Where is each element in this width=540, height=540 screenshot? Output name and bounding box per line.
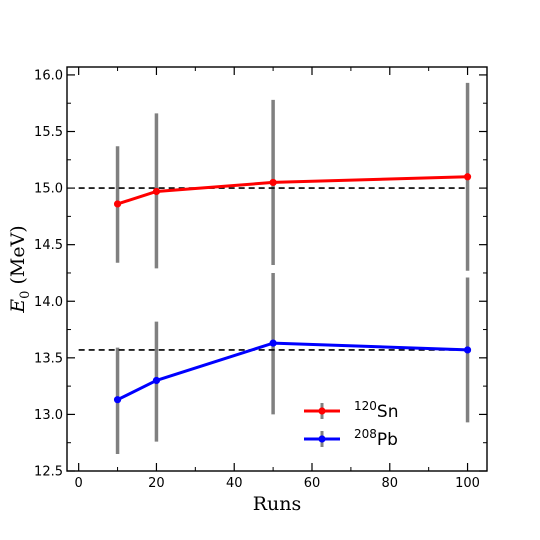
plot-frame bbox=[66, 66, 488, 472]
y-axis-label-unit: (MeV) bbox=[7, 225, 29, 290]
data-point bbox=[463, 346, 472, 354]
y-tick-label: 15.5 bbox=[34, 125, 63, 140]
legend-label: 208Pb bbox=[354, 427, 398, 450]
data-point bbox=[269, 178, 277, 187]
x-tick-label: 80 bbox=[382, 476, 399, 491]
y-tick-label: 13.5 bbox=[34, 351, 63, 366]
y-ticks: 12.5 13.0 13.5 14.0 14.5 15.0 15.5 16.0 bbox=[34, 68, 487, 480]
legend-marker bbox=[318, 407, 326, 415]
series-line bbox=[116, 341, 468, 402]
x-tick-label: 100 bbox=[455, 476, 480, 491]
y-axis-label-subscript: 0 bbox=[18, 291, 33, 299]
series-line bbox=[117, 175, 468, 206]
x-tick-label: 20 bbox=[148, 476, 165, 491]
legend-label-base: Pb bbox=[377, 430, 398, 450]
legend-label-base: Sn bbox=[377, 402, 399, 422]
legend-label-superscript: 120 bbox=[354, 399, 377, 413]
x-tick-label: 40 bbox=[226, 476, 243, 491]
y-axis-label: E0 (MeV) bbox=[7, 225, 33, 313]
legend-label-superscript: 208 bbox=[354, 427, 377, 441]
data-point bbox=[152, 376, 161, 385]
series-group bbox=[113, 173, 472, 404]
y-tick-label: 14.0 bbox=[34, 295, 63, 310]
data-point bbox=[113, 200, 122, 208]
x-ticks: 0 20 40 60 80 100 bbox=[75, 67, 480, 491]
data-point bbox=[269, 339, 277, 347]
x-tick-label: 0 bbox=[75, 476, 83, 491]
y-tick-label: 12.5 bbox=[34, 465, 63, 480]
legend-marker bbox=[318, 435, 326, 443]
x-tick-label: 60 bbox=[304, 476, 321, 491]
y-tick-label: 15.0 bbox=[34, 182, 63, 197]
reference-lines bbox=[78, 187, 468, 351]
y-axis-label-symbol: E bbox=[7, 299, 29, 314]
data-point bbox=[152, 187, 161, 196]
y-tick-label: 16.0 bbox=[34, 68, 63, 83]
errorbars bbox=[115, 82, 470, 455]
data-point bbox=[463, 173, 472, 181]
y-tick-label: 13.0 bbox=[34, 408, 63, 423]
x-axis-label: Runs bbox=[253, 493, 302, 515]
y-tick-label: 14.5 bbox=[34, 238, 63, 253]
legend-label: 120Sn bbox=[354, 399, 398, 422]
data-point bbox=[113, 396, 122, 404]
